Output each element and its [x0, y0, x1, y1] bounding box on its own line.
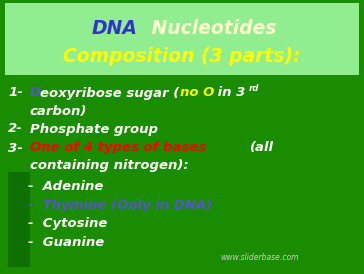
Text: 1-: 1- — [8, 87, 23, 99]
FancyBboxPatch shape — [8, 172, 30, 267]
Text: eoxyribose sugar (: eoxyribose sugar ( — [40, 87, 179, 99]
Text: Phosphate group: Phosphate group — [30, 122, 158, 136]
Text: DNA: DNA — [92, 19, 138, 38]
Text: -  Cytosine: - Cytosine — [28, 218, 107, 230]
Text: containing nitrogen):: containing nitrogen): — [30, 158, 189, 172]
FancyBboxPatch shape — [5, 3, 359, 75]
Text: carbon): carbon) — [30, 104, 87, 118]
Text: -  Adenine: - Adenine — [28, 179, 103, 193]
Text: 2-: 2- — [8, 122, 23, 136]
Text: www.sliderbase.com: www.sliderbase.com — [220, 253, 298, 262]
Text: One of 4 types of bases: One of 4 types of bases — [30, 141, 206, 155]
Text: Nucleotides: Nucleotides — [145, 19, 276, 38]
Text: rd: rd — [249, 84, 260, 93]
Text: in 3: in 3 — [213, 87, 245, 99]
Text: D: D — [30, 87, 41, 99]
Text: 3-: 3- — [8, 141, 23, 155]
Text: -  Guanine: - Guanine — [28, 236, 104, 250]
Text: Composition (3 parts):: Composition (3 parts): — [63, 47, 301, 65]
Text: (all: (all — [250, 141, 274, 155]
Text: -  Thymine (Only in DNA): - Thymine (Only in DNA) — [28, 198, 212, 212]
Text: no O: no O — [180, 87, 214, 99]
